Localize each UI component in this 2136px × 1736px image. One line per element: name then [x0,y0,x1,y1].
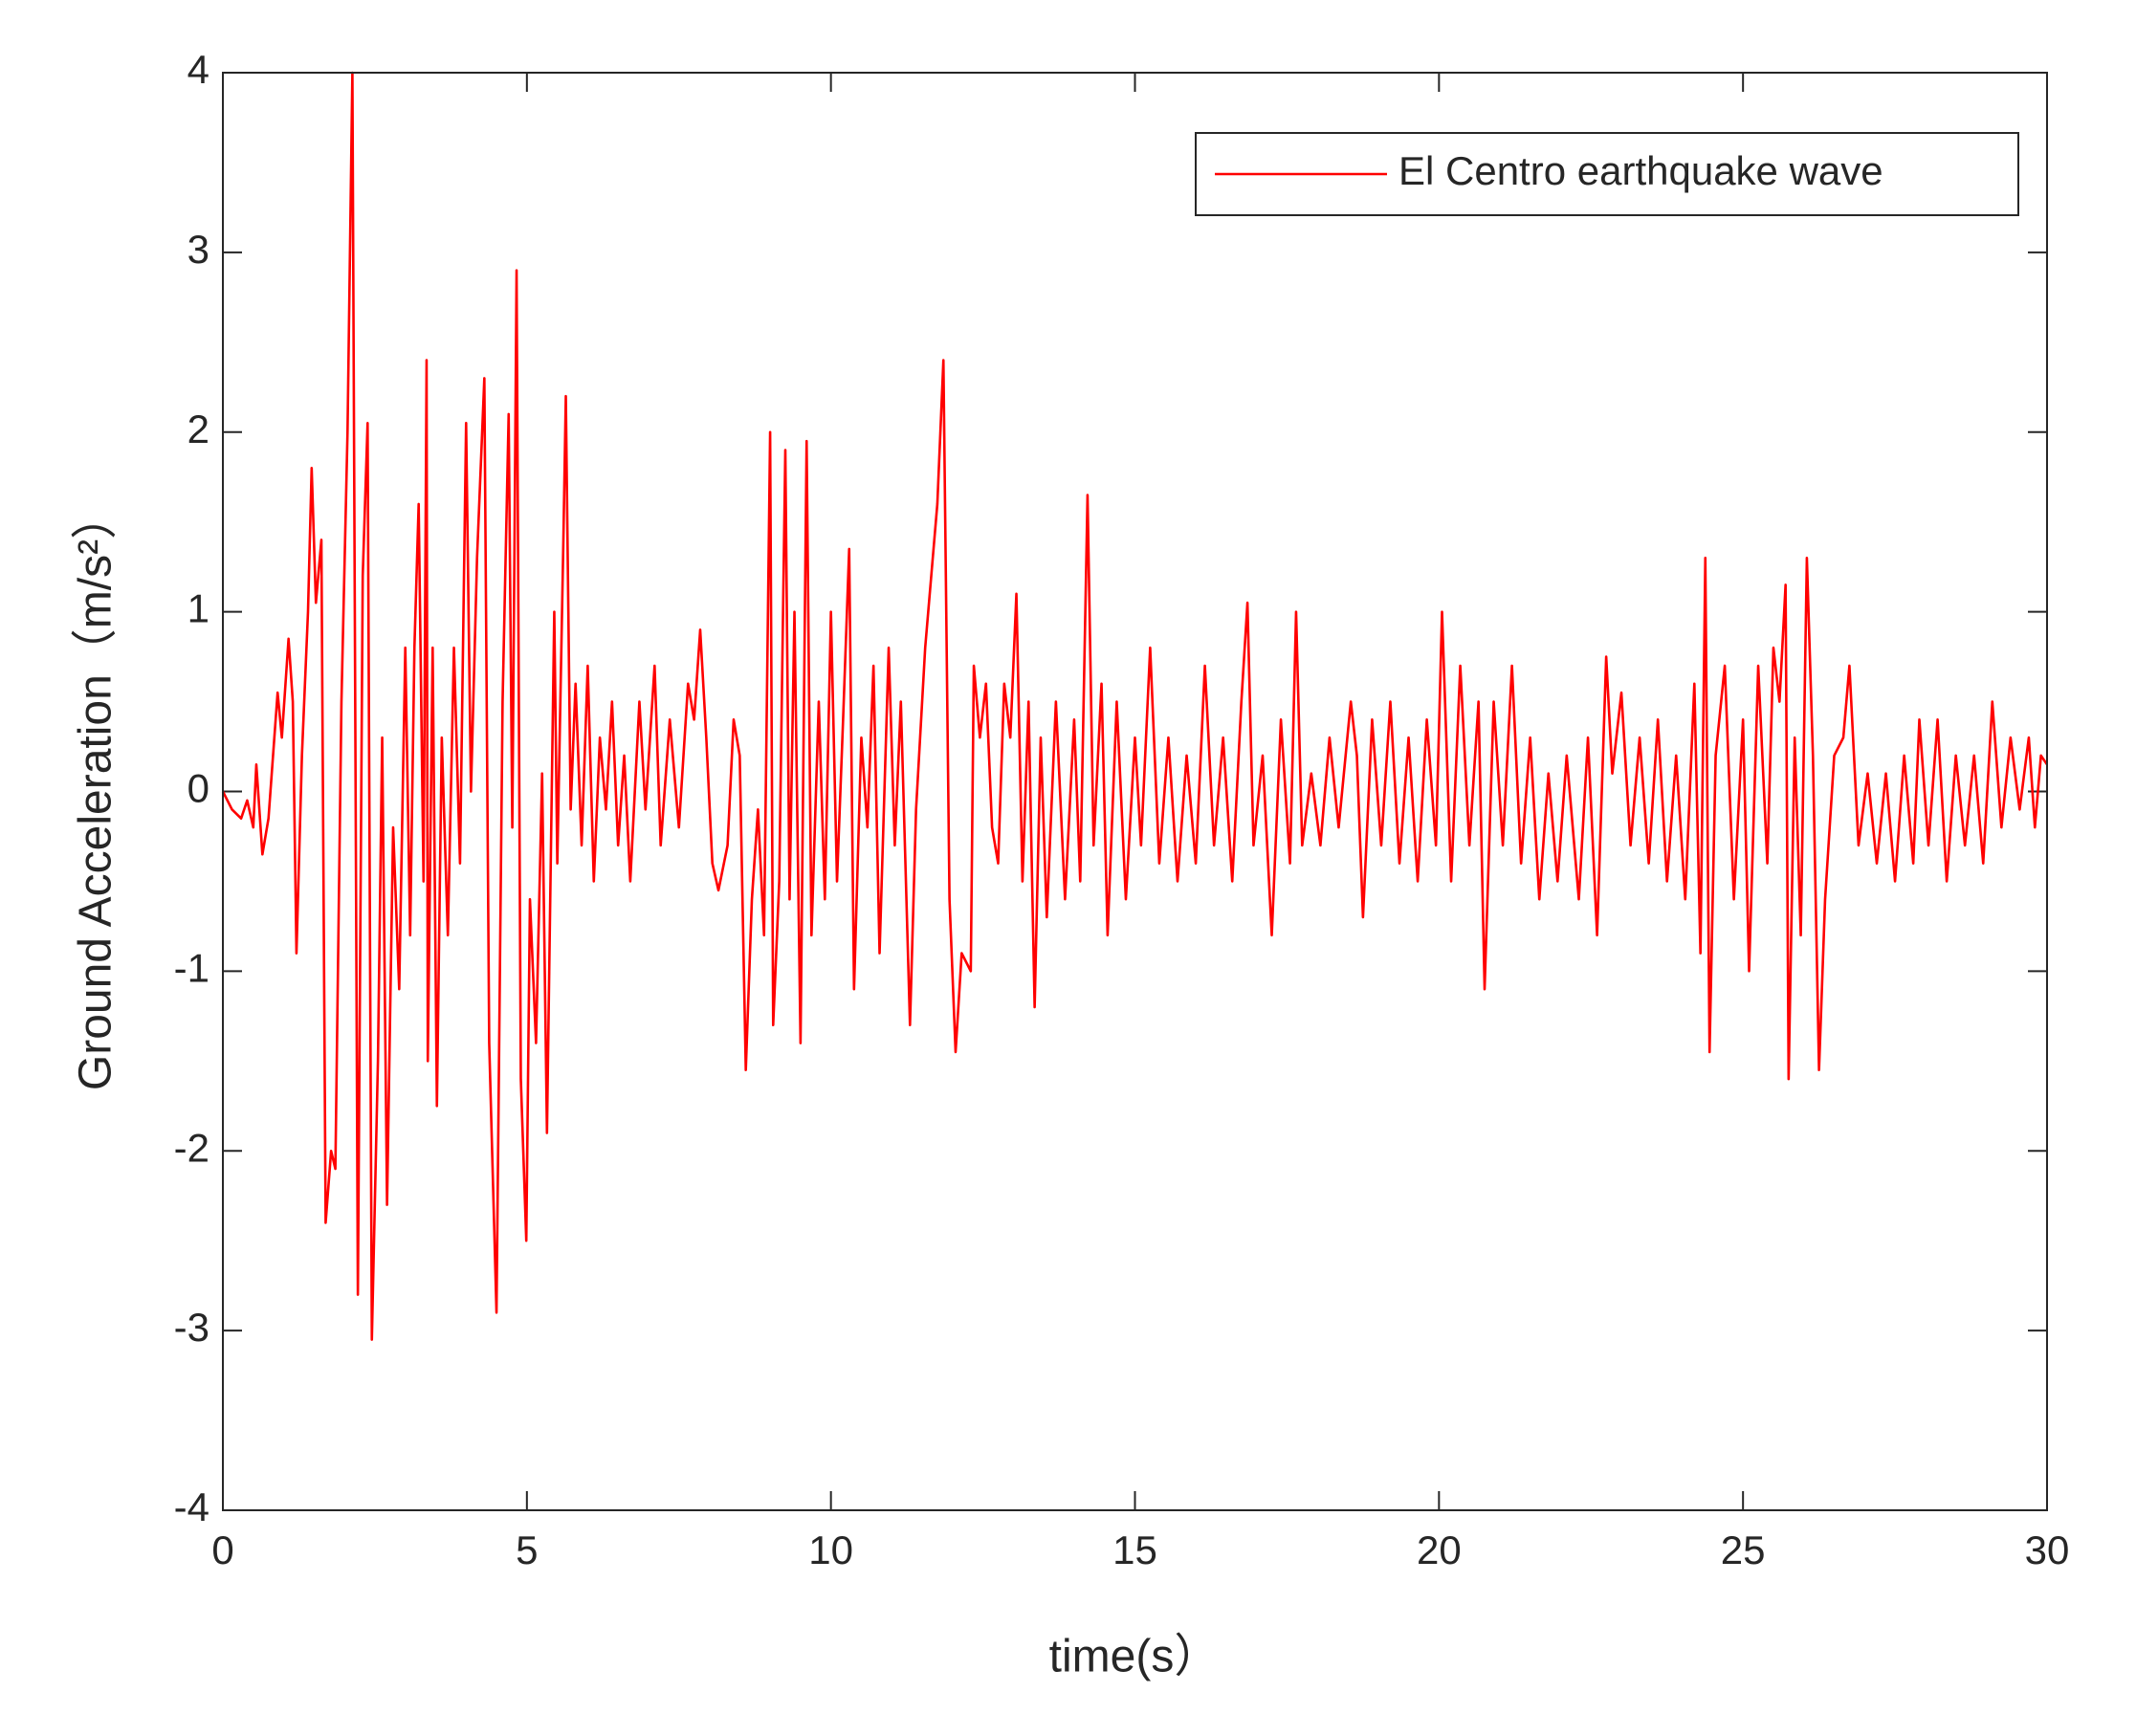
x-tick-label: 0 [211,1527,233,1572]
plot-frame [222,72,2048,1511]
x-tick-label: 25 [1721,1527,1766,1572]
x-tick-label: 20 [1417,1527,1462,1572]
y-tick-label: 2 [187,407,209,451]
x-tick-label: 10 [808,1527,853,1572]
y-tick-label: 3 [187,227,209,272]
x-tick-label: 15 [1112,1527,1157,1572]
y-tick-label: -1 [174,945,209,990]
y-tick-label: -3 [174,1305,209,1350]
x-tick-label: 5 [516,1527,538,1572]
y-tick-label: 4 [187,47,209,92]
data-line [221,71,2049,1341]
y-tick-label: -4 [174,1484,209,1529]
y-axis-title: Ground Acceleration（m/s²） [71,494,121,1090]
y-tick-label: 0 [187,766,209,811]
y-tick-label: -2 [174,1125,209,1170]
x-tick-label: 30 [2025,1527,2070,1572]
y-tick-label: 1 [187,586,209,631]
x-axis-title: time(s） [1049,1632,1221,1682]
legend-label: El Centro earthquake wave [1398,148,1883,193]
